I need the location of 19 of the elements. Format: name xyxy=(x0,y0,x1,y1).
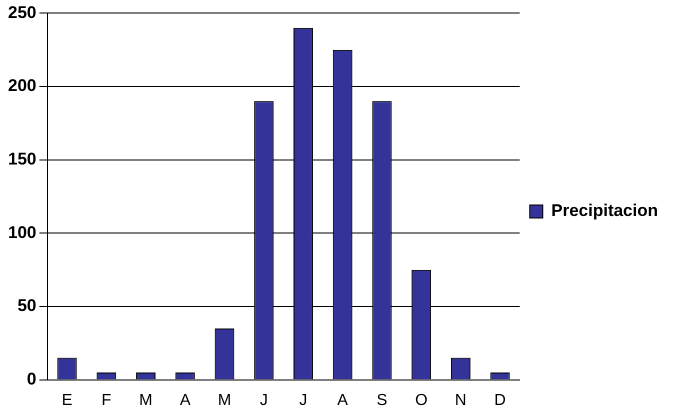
x-tick-label: S xyxy=(376,392,388,409)
x-tick-label: M xyxy=(139,392,152,409)
y-tick-label: 100 xyxy=(8,222,36,242)
x-tick-label: A xyxy=(180,392,191,409)
x-tick-label: O xyxy=(415,392,428,409)
x-tick-label: A xyxy=(337,392,348,409)
x-tick-label: J xyxy=(299,392,308,409)
y-tick-label: 50 xyxy=(17,296,36,316)
x-tick-label: F xyxy=(102,392,112,409)
x-tick-label: J xyxy=(260,392,268,409)
x-tick-label: E xyxy=(62,392,72,409)
y-tick-label: 200 xyxy=(8,76,36,96)
x-tick-label: N xyxy=(454,392,466,409)
legend-label: Precipitacion xyxy=(551,201,658,220)
y-tick-label: 0 xyxy=(26,369,36,388)
x-tick-label: M xyxy=(218,392,232,409)
y-tick-label: 250 xyxy=(8,2,36,22)
y-tick-label: 150 xyxy=(8,150,36,169)
x-tick-label: D xyxy=(494,392,506,409)
